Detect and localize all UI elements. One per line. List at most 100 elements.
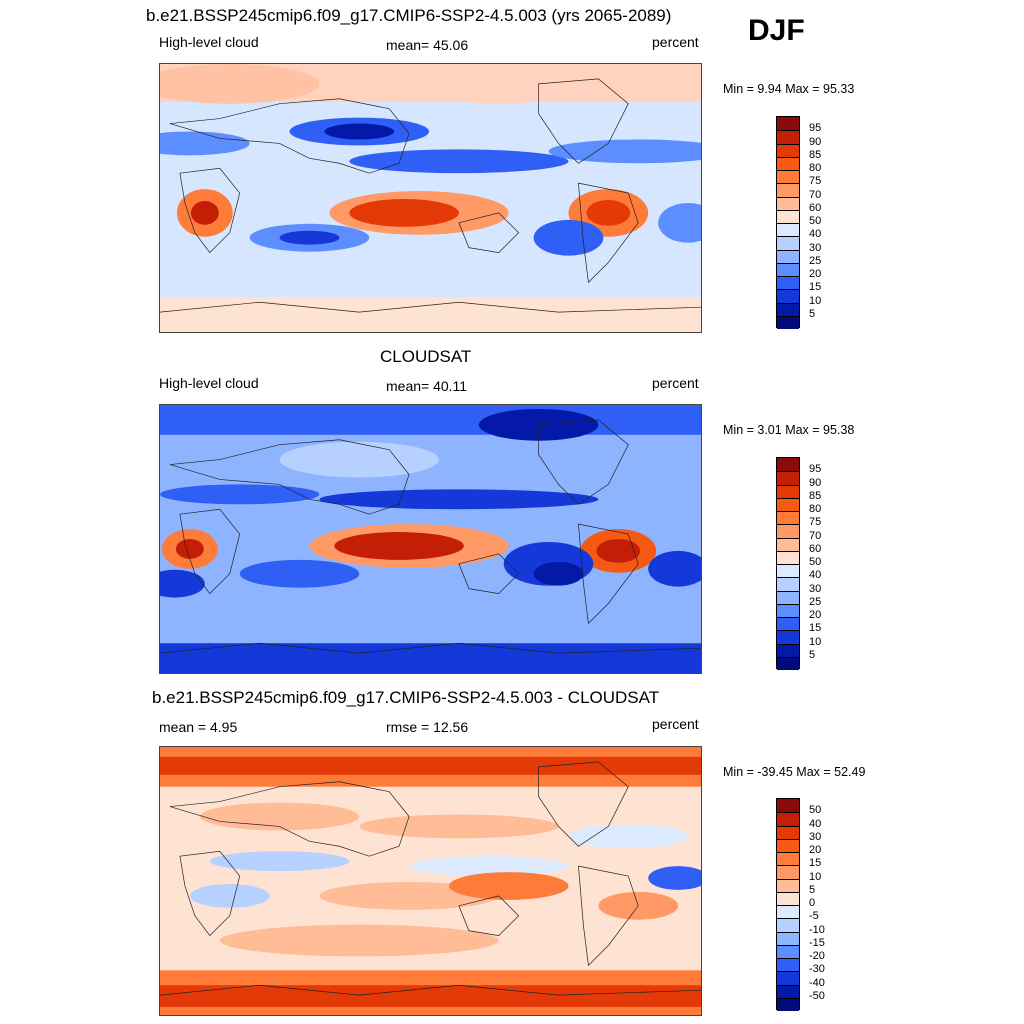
colorbar-tick-label: 50 [809, 215, 822, 227]
colorbar-tick-label: 15 [809, 857, 822, 870]
colorbar-cell [777, 603, 799, 617]
colorbar-tick-label: 90 [809, 135, 822, 148]
panel-3-colorbar [776, 798, 800, 1011]
colorbar-cell [777, 825, 799, 839]
colorbar-cell [777, 302, 799, 316]
colorbar-cell [777, 511, 799, 525]
colorbar-tick-label: 10 [809, 635, 822, 648]
colorbar-tick-label: 85 [809, 489, 822, 502]
colorbar-tick-label: 80 [809, 162, 822, 174]
colorbar-cell [777, 170, 799, 184]
colorbar-tick-label: 70 [809, 188, 822, 201]
colorbar-cell [777, 812, 799, 826]
colorbar-tick-label: 20 [809, 844, 822, 856]
colorbar-cell [777, 878, 799, 892]
colorbar-tick-label: 5 [809, 648, 816, 661]
panel-1-mean-label: mean= 45.06 [386, 37, 469, 53]
colorbar-cell [777, 156, 799, 170]
colorbar-cell [777, 656, 799, 670]
colorbar-cell [777, 590, 799, 604]
panel-2-map-field [160, 405, 701, 673]
colorbar-cell [777, 918, 799, 932]
colorbar-cell [777, 537, 799, 551]
colorbar-cell [777, 196, 799, 210]
colorbar-tick-label: 60 [809, 201, 822, 214]
panel-3-units-label: percent [652, 716, 699, 732]
colorbar-tick-label: 70 [809, 529, 822, 542]
panel-1-map [159, 63, 702, 333]
colorbar-cell [777, 497, 799, 511]
panel-2-colorbar [776, 457, 800, 670]
panel-2-map [159, 404, 702, 674]
colorbar-tick-label: 15 [809, 622, 822, 635]
colorbar-cell [777, 944, 799, 958]
colorbar-cell [777, 524, 799, 538]
colorbar-cell [777, 799, 799, 813]
colorbar-cell [777, 471, 799, 485]
colorbar-tick-label: 10 [809, 294, 822, 307]
colorbar-tick-label: 30 [809, 241, 822, 254]
panel-1-map-field [160, 64, 701, 332]
colorbar-cell [777, 931, 799, 945]
colorbar-tick-label: -20 [809, 950, 825, 962]
panel-1-colorbar [776, 116, 800, 329]
colorbar-cell [777, 458, 799, 472]
panel-2-units-label: percent [652, 375, 699, 391]
colorbar-tick-label: -15 [809, 936, 825, 949]
colorbar-cell [777, 643, 799, 657]
colorbar-cell [777, 183, 799, 197]
panel-2-title: CLOUDSAT [380, 347, 472, 366]
colorbar-tick-label: 5 [809, 307, 816, 320]
colorbar-tick-label: 75 [809, 175, 822, 188]
colorbar-cell [777, 117, 799, 131]
colorbar-tick-label: 40 [809, 569, 822, 582]
colorbar-cell [777, 249, 799, 263]
colorbar-cell [777, 865, 799, 879]
colorbar-cell [777, 223, 799, 237]
colorbar-cell [777, 838, 799, 852]
colorbar-cell [777, 630, 799, 644]
colorbar-tick-label: 5 [809, 883, 816, 896]
panel-3-mean-label: mean = 4.95 [159, 719, 238, 735]
colorbar-cell [777, 262, 799, 276]
colorbar-tick-label: 50 [809, 804, 822, 817]
colorbar-cell [777, 209, 799, 223]
panel-3-map [159, 746, 702, 1016]
colorbar-tick-label: 40 [809, 228, 822, 241]
colorbar-tick-label: 75 [809, 516, 822, 529]
colorbar-cell [777, 997, 799, 1011]
colorbar-cell [777, 315, 799, 329]
colorbar-tick-label: 50 [809, 556, 822, 568]
panel-2-mean-label: mean= 40.11 [386, 378, 468, 394]
colorbar-cell [777, 852, 799, 866]
colorbar-tick-label: 20 [809, 268, 822, 280]
colorbar-tick-label: 30 [809, 830, 822, 843]
colorbar-cell [777, 617, 799, 631]
colorbar-cell [777, 289, 799, 303]
colorbar-cell [777, 236, 799, 250]
colorbar-tick-label: 20 [809, 609, 822, 621]
colorbar-cell [777, 971, 799, 985]
colorbar-tick-label: 0 [809, 897, 816, 909]
panel-3-title: b.e21.BSSP245cmip6.f09_g17.CMIP6-SSP2-4.… [152, 688, 660, 707]
colorbar-tick-label: 30 [809, 582, 822, 595]
colorbar-cell [777, 984, 799, 998]
colorbar-cell [777, 905, 799, 919]
colorbar-cell [777, 130, 799, 144]
colorbar-cell [777, 484, 799, 498]
colorbar-tick-label: 40 [809, 817, 822, 830]
colorbar-tick-label: -50 [809, 989, 825, 1002]
colorbar-tick-label: 15 [809, 281, 822, 294]
colorbar-tick-label: -40 [809, 976, 825, 989]
colorbar-tick-label: 25 [809, 595, 822, 608]
panel-2-variable-label: High-level cloud [159, 375, 259, 391]
colorbar-tick-label: 25 [809, 254, 822, 267]
colorbar-tick-label: 80 [809, 503, 822, 515]
panel-1-title: b.e21.BSSP245cmip6.f09_g17.CMIP6-SSP2-4.… [146, 6, 672, 25]
colorbar-tick-label: 60 [809, 542, 822, 555]
colorbar-tick-label: -30 [809, 963, 825, 976]
colorbar-tick-label: 95 [809, 463, 822, 476]
colorbar-cell [777, 276, 799, 290]
panel-3-minmax: Min = -39.45 Max = 52.49 [723, 765, 866, 779]
colorbar-tick-label: 95 [809, 122, 822, 135]
